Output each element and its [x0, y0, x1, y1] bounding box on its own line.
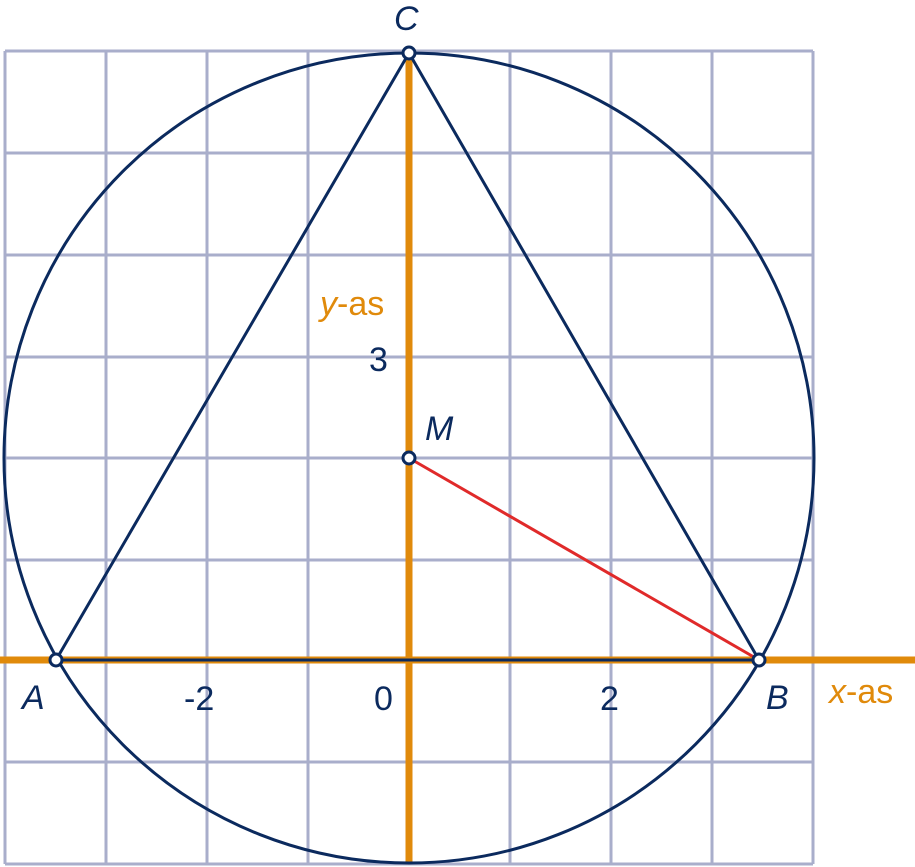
tick-x-zero: 0: [374, 680, 393, 718]
y-axis-label: y-as: [318, 285, 384, 323]
tick-x-pos2: 2: [600, 680, 619, 718]
x-axis-label-suffix: -as: [846, 673, 893, 711]
tick-y-3: 3: [369, 341, 388, 379]
x-axis-label-var: x: [827, 673, 847, 711]
x-axis-label: x-as: [827, 673, 893, 711]
label-c: C: [394, 0, 419, 38]
triangle-abc: [54, 51, 761, 662]
point-a: [48, 652, 64, 668]
y-axis-label-var: y: [318, 285, 339, 323]
label-b: B: [766, 679, 789, 717]
point-c: [401, 45, 417, 61]
label-a: A: [20, 679, 45, 717]
y-axis-label-suffix: -as: [337, 285, 384, 323]
radius-mb: [408, 456, 760, 662]
point-b: [751, 652, 767, 668]
point-m: [401, 450, 417, 466]
tick-x-neg2: -2: [184, 680, 214, 718]
label-m: M: [425, 410, 454, 448]
